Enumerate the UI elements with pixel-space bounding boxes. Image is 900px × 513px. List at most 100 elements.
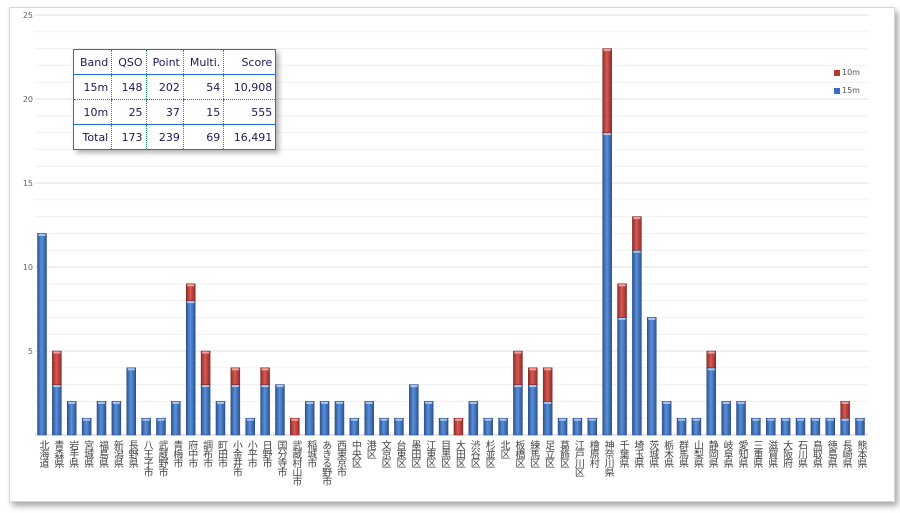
bar-highlight xyxy=(514,351,522,354)
bar-highlight xyxy=(856,418,864,421)
bar-highlight xyxy=(53,351,61,354)
cell: 10,908 xyxy=(223,74,276,100)
legend-item-10m: 10m xyxy=(834,68,860,77)
bar-10m-40 xyxy=(632,216,642,251)
x-tick-label: 岩手県 xyxy=(66,440,78,467)
bar-highlight xyxy=(216,401,224,404)
bar-highlight xyxy=(663,401,671,404)
x-tick-label: 台東区 xyxy=(393,440,405,467)
bar-15m-46 xyxy=(721,401,731,436)
bar-15m-5 xyxy=(111,401,122,436)
bar-highlight xyxy=(678,418,686,421)
bar-15m-25 xyxy=(409,384,419,436)
x-tick-label: 熊本県 xyxy=(855,440,866,467)
table-row: 10m 25 37 15 555 xyxy=(73,99,276,125)
bar-highlight xyxy=(841,418,849,421)
x-tick-label: 江東区 xyxy=(423,440,435,467)
bar-highlight xyxy=(544,401,552,404)
bar-15m-44 xyxy=(691,417,702,436)
x-tick-label: 檜原村 xyxy=(587,440,599,467)
bar-highlight xyxy=(306,401,314,404)
bar-15m-52 xyxy=(810,417,821,436)
y-tick-label: 25 xyxy=(23,11,33,20)
bar-highlight xyxy=(231,385,239,388)
bar-highlight xyxy=(603,133,611,136)
bar-highlight xyxy=(335,401,343,404)
bar-15m-26 xyxy=(423,401,434,436)
bar-highlight xyxy=(261,368,269,371)
x-tick-label: 武蔵村山市 xyxy=(289,440,301,485)
bar-15m-35 xyxy=(557,417,568,436)
bar-highlight xyxy=(529,385,537,388)
bar-highlight xyxy=(707,351,715,354)
y-tick-label: 20 xyxy=(23,95,33,104)
bar-15m-22 xyxy=(364,401,374,436)
bar-15m-34 xyxy=(542,401,553,436)
bar-highlight xyxy=(276,385,284,388)
bar-15m-9 xyxy=(171,401,181,436)
bar-15m-31 xyxy=(498,417,508,436)
bar-highlight xyxy=(499,418,507,421)
bar-15m-53 xyxy=(825,417,836,436)
x-tick-label: 長野県 xyxy=(126,440,138,467)
bar-15m-6 xyxy=(126,367,136,436)
bar-15m-50 xyxy=(780,417,791,436)
bar-10m-34 xyxy=(542,367,553,402)
legend-swatch-10m xyxy=(834,69,840,76)
x-tick-label: 中央区 xyxy=(349,440,361,467)
x-tick-label: 北海道 xyxy=(37,440,48,467)
bar-highlight xyxy=(246,418,254,421)
bar-15m-23 xyxy=(379,417,389,436)
bar-highlight xyxy=(410,385,418,388)
bar-highlight xyxy=(588,418,596,421)
x-tick-label: 杉並区 xyxy=(483,440,495,467)
cell: 69 xyxy=(182,124,224,150)
y-tick-label: 10 xyxy=(23,263,33,272)
bar-highlight xyxy=(395,418,403,421)
x-tick-label: 石川県 xyxy=(795,440,807,467)
x-tick-label: 神奈川県 xyxy=(602,440,614,476)
bar-highlight xyxy=(97,401,105,404)
bar-highlight xyxy=(767,418,775,421)
x-tick-label: 愛知県 xyxy=(736,440,748,467)
x-tick-label: 埼玉県 xyxy=(631,440,643,467)
cell: 16,491 xyxy=(223,124,276,150)
x-tick-label: 小金井市 xyxy=(230,440,242,476)
x-tick-label: 府中市 xyxy=(185,440,197,467)
header-point: Point xyxy=(145,49,184,75)
bar-highlight xyxy=(811,418,819,421)
cell: 555 xyxy=(223,99,276,125)
bar-highlight xyxy=(514,385,522,388)
bar-15m-41 xyxy=(647,317,657,436)
x-tick-label: 墨田区 xyxy=(408,440,420,467)
bar-highlight xyxy=(544,368,552,371)
bar-10m-13 xyxy=(230,367,241,385)
bar-highlight xyxy=(618,284,626,287)
cell: 25 xyxy=(111,99,147,125)
bar-10m-10 xyxy=(185,283,196,301)
x-tick-label: あきる野市 xyxy=(319,440,331,485)
bar-15m-14 xyxy=(245,417,255,436)
bar-10m-33 xyxy=(528,367,538,385)
header-multi: Multi. xyxy=(182,49,224,75)
bar-15m-48 xyxy=(751,417,761,436)
x-tick-label: 調布市 xyxy=(200,440,212,467)
bar-15m-3 xyxy=(81,417,92,436)
bar-highlight xyxy=(291,418,299,421)
x-tick-label: 日野市 xyxy=(260,440,272,467)
table-row-total: Total 173 239 69 16,491 xyxy=(74,124,276,150)
x-tick-label: 青梅市 xyxy=(170,440,182,467)
cell: 15m xyxy=(73,74,112,100)
x-tick-label: 宮城県 xyxy=(81,440,93,467)
bar-highlight xyxy=(737,401,745,404)
x-tick-label: 国分寺市 xyxy=(274,440,286,476)
bar-highlight xyxy=(603,49,611,52)
x-tick-label: 千葉県 xyxy=(617,440,629,467)
bar-highlight xyxy=(573,418,581,421)
bar-highlight xyxy=(38,233,46,236)
bar-15m-54 xyxy=(840,417,850,436)
cell: 202 xyxy=(145,74,184,100)
bar-highlight xyxy=(202,351,210,354)
x-tick-label: 文京区 xyxy=(379,440,391,467)
x-tick-label: 福島県 xyxy=(96,440,108,467)
